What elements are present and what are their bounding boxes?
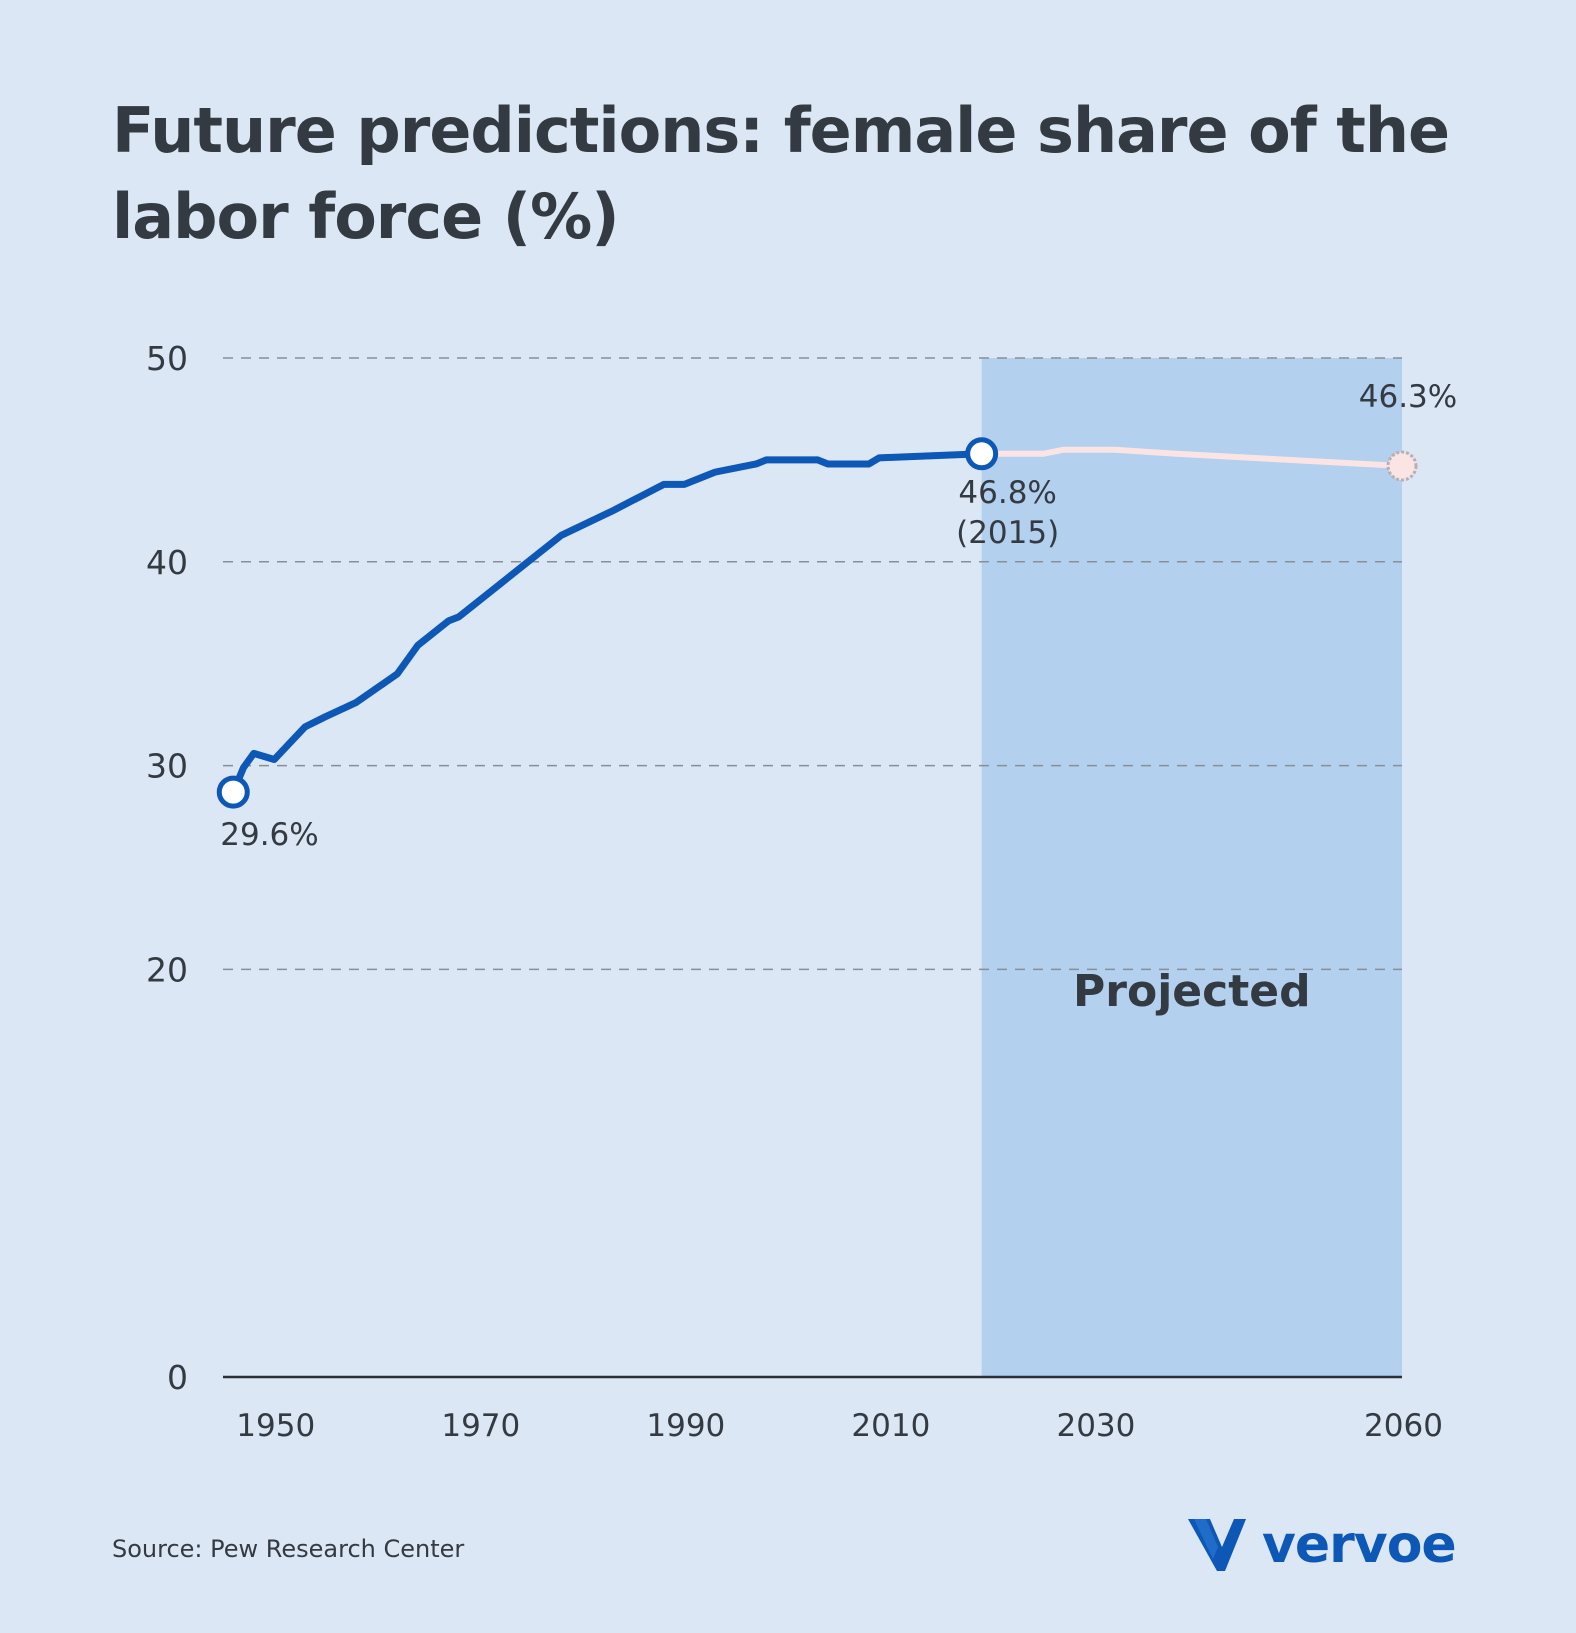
x-tick-label: 2030 xyxy=(1056,1408,1135,1444)
brand-logo[interactable]: vervoe xyxy=(1188,1515,1457,1575)
x-tick-label: 1990 xyxy=(646,1408,725,1444)
data-label: (2015) xyxy=(956,515,1059,551)
x-tick-label: 1950 xyxy=(236,1408,315,1444)
current-point-marker xyxy=(965,437,999,471)
start-point-marker xyxy=(216,775,250,809)
source-note: Source: Pew Research Center xyxy=(112,1535,465,1563)
y-tick-label: 0 xyxy=(167,1358,188,1397)
projected-region xyxy=(981,358,1402,1377)
data-label: 46.3% xyxy=(1359,379,1457,415)
y-tick-label: 20 xyxy=(146,950,188,989)
data-label: 46.8% xyxy=(958,475,1056,511)
vervoe-logo-icon xyxy=(1188,1519,1246,1571)
y-tick-label: 50 xyxy=(146,339,188,378)
x-tick-label: 1970 xyxy=(441,1408,520,1444)
x-tick-label: 2010 xyxy=(851,1408,930,1444)
projected-end-marker xyxy=(1386,450,1418,482)
projected-series-line xyxy=(978,446,1405,470)
data-label: 29.6% xyxy=(220,817,318,853)
projected-label: Projected xyxy=(1073,966,1311,1017)
x-tick-label: 2060 xyxy=(1364,1408,1443,1444)
brand-wordmark: vervoe xyxy=(1262,1515,1457,1575)
y-tick-label: 30 xyxy=(146,747,188,786)
historical-series-line xyxy=(229,450,986,796)
y-tick-label: 40 xyxy=(146,543,188,582)
chart-title: Future predictions: female share of the … xyxy=(112,94,1450,253)
